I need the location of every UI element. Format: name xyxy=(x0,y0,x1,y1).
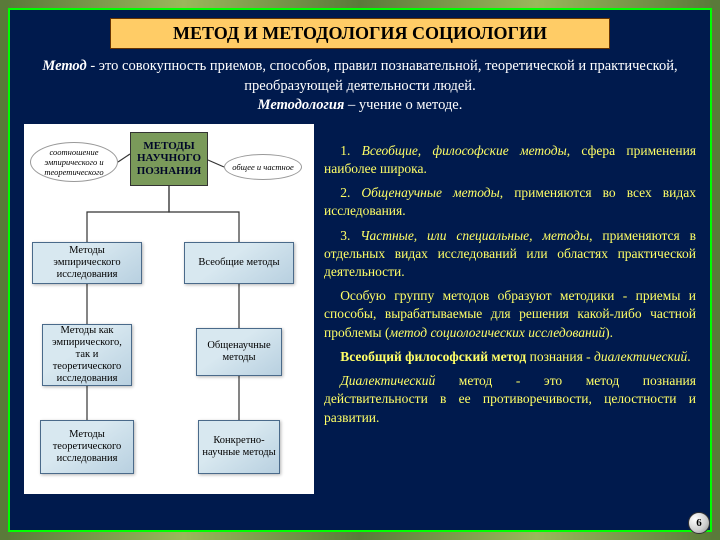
point-3: 3. Частные, или специальные, методы, при… xyxy=(324,227,696,282)
definition-text: Метод - это совокупность приемов, способ… xyxy=(24,57,696,116)
p1-lead: 1. xyxy=(340,143,361,158)
diagram-node-emp_teor: Методы как эмпирического, так и теоретич… xyxy=(42,324,132,386)
point-5: Всеобщий философский метод познания - ди… xyxy=(324,348,696,366)
diagram-node-teor: Методы теоретического исследования xyxy=(40,420,134,474)
edge-root-emp xyxy=(87,186,169,242)
point-1: 1. Всеобщие, философские методы, сфера п… xyxy=(324,142,696,178)
diagram-node-vseob: Всеобщие методы xyxy=(184,242,294,284)
p1-em: Всеобщие, философские методы xyxy=(362,143,567,158)
p5-end: . xyxy=(687,349,690,364)
p5-rest: познания - xyxy=(526,349,594,364)
p4-em: метод социологических исследований xyxy=(389,325,605,340)
edge-bubble_left-root xyxy=(118,154,130,162)
p3-lead: 3. xyxy=(340,228,360,243)
diagram-node-obshchen: Общенаучные методы xyxy=(196,328,282,376)
methods-diagram: МЕТОДЫ НАУЧНОГО ПОЗНАНИЯ соотношение эмпи… xyxy=(24,124,314,494)
p5-em: диалектический xyxy=(594,349,687,364)
p5-b: Всеобщий философский метод xyxy=(340,349,526,364)
main-row: МЕТОДЫ НАУЧНОГО ПОЗНАНИЯ соотношение эмпи… xyxy=(24,124,696,494)
diagram-node-bubble_right: общее и частное xyxy=(224,154,302,180)
p4-b: ). xyxy=(605,325,613,340)
edge-root-vseob xyxy=(169,186,239,242)
p2-lead: 2. xyxy=(340,185,361,200)
diagram-node-bubble_left: соотношение эмпирического и теоретическо… xyxy=(30,142,118,182)
point-2: 2. Общенаучные методы, применяются во вс… xyxy=(324,184,696,220)
slide-number-badge: 6 xyxy=(688,512,710,534)
diagram-node-konkr: Конкретно-научные методы xyxy=(198,420,280,474)
diagram-node-root: МЕТОДЫ НАУЧНОГО ПОЗНАНИЯ xyxy=(130,132,208,186)
point-4: Особую группу методов образуют методики … xyxy=(324,287,696,342)
p2-em: Общенаучные методы xyxy=(361,185,499,200)
point-6: Диалектический метод - это метод познани… xyxy=(324,372,696,427)
p6-em: Диалектический xyxy=(340,373,435,388)
slide-content: МЕТОД И МЕТОДОЛОГИЯ СОЦИОЛОГИИ Метод - э… xyxy=(10,10,710,530)
slide-title: МЕТОД И МЕТОДОЛОГИЯ СОЦИОЛОГИИ xyxy=(110,18,610,49)
p3-em: Частные, или специальные, методы xyxy=(360,228,589,243)
diagram-node-emp: Методы эмпирического исследования xyxy=(32,242,142,284)
slide-number: 6 xyxy=(696,517,702,529)
body-text: 1. Всеобщие, философские методы, сфера п… xyxy=(324,124,696,494)
edge-bubble_right-root xyxy=(208,160,224,167)
